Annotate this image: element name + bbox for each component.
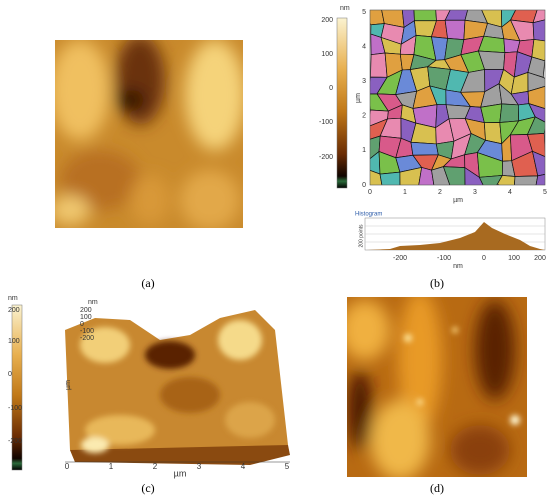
histogram-tick: -100 [437, 255, 451, 262]
grain [410, 141, 439, 156]
grain [496, 175, 516, 185]
x-tick-label: 1 [109, 462, 114, 471]
colorbar [11, 304, 23, 471]
z-tick: 0 [80, 321, 84, 328]
grain [442, 166, 466, 185]
colorbar-tick: -100 [8, 405, 22, 412]
histogram-y-label: 200 points [358, 224, 364, 248]
panel-label: (b) [430, 276, 444, 290]
colorbar-tick: -200 [8, 438, 22, 445]
x-tick-label: 2 [438, 189, 442, 196]
grain [464, 166, 484, 185]
colorbar-unit: nm [340, 5, 350, 12]
grain [531, 150, 545, 177]
x-tick-label: 5 [285, 462, 290, 471]
colorbar-tick: 100 [8, 338, 20, 345]
y-axis-label: µm [65, 380, 72, 390]
panel-label: (d) [430, 481, 444, 495]
z-tick: -100 [80, 328, 94, 335]
grain [535, 174, 545, 185]
y-axis-label: µm [355, 93, 362, 103]
x-tick-label: 1 [403, 189, 407, 196]
grain [413, 10, 437, 22]
map-frame [369, 9, 546, 186]
x-tick-label: 5 [543, 189, 547, 196]
colorbar-tick: -200 [319, 154, 333, 161]
histogram-tick: 100 [508, 255, 520, 262]
histogram-shape [367, 222, 545, 250]
grain [499, 103, 520, 123]
grain [370, 169, 383, 185]
x-tick-label: 0 [65, 462, 70, 471]
panel-label: (c) [141, 481, 154, 495]
x-tick-label: 4 [241, 462, 246, 471]
map-ticks: 0 1 2 3 4 5 5 4 3 2 1 0 [362, 9, 547, 196]
afm-image-d [347, 297, 527, 477]
colorbar-tick: 100 [321, 51, 333, 58]
grain [480, 103, 503, 124]
colorbar [336, 17, 348, 189]
x-tick-label: 3 [473, 189, 477, 196]
y-tick-label: 0 [362, 182, 366, 189]
z-tick: 200 [80, 307, 92, 314]
afm-image-a [55, 40, 243, 228]
histogram-tick: 0 [482, 255, 486, 262]
x-tick-label: 2 [153, 462, 158, 471]
colorbar-tick: -100 [319, 119, 333, 126]
x-axis-label: µm [174, 468, 187, 478]
grain [527, 133, 545, 158]
grain [444, 19, 466, 41]
histogram-x-label: nm [453, 263, 463, 270]
grain [532, 19, 545, 42]
grain [528, 103, 545, 123]
y-tick-label: 2 [362, 113, 366, 120]
x-tick-label: 4 [508, 189, 512, 196]
y-tick-label: 1 [362, 147, 366, 154]
surface-ticks: 0 1 2 3 4 5 [65, 462, 290, 471]
grain-map [370, 10, 545, 185]
colorbar-unit: nm [8, 295, 18, 302]
y-tick-label: 5 [362, 9, 366, 16]
z-tick: -200 [80, 335, 94, 342]
histogram-tick: -200 [393, 255, 407, 262]
grain [532, 10, 545, 24]
colorbar-tick: 0 [8, 371, 12, 378]
grain [379, 171, 401, 185]
grain [431, 166, 451, 185]
histogram-tick: 200 [534, 255, 546, 262]
x-tick-label: 3 [197, 462, 202, 471]
grain [399, 166, 423, 185]
colorbar-tick: 200 [321, 17, 333, 24]
y-tick-label: 4 [362, 43, 366, 50]
colorbar-tick: 0 [329, 85, 333, 92]
z-tick: 100 [80, 314, 92, 321]
grain [370, 52, 388, 78]
y-tick-label: 3 [362, 78, 366, 85]
x-axis-label: µm [453, 197, 463, 204]
panel-label: (a) [141, 276, 154, 290]
grain [527, 71, 545, 92]
colorbar-tick: 200 [8, 307, 20, 314]
z-axis-unit: nm [88, 299, 98, 306]
histogram-title: Histogram [355, 212, 382, 218]
surface-3d [65, 310, 290, 465]
grain [514, 175, 539, 185]
grain [527, 85, 545, 109]
grain [418, 166, 435, 185]
x-tick-label: 0 [368, 189, 372, 196]
